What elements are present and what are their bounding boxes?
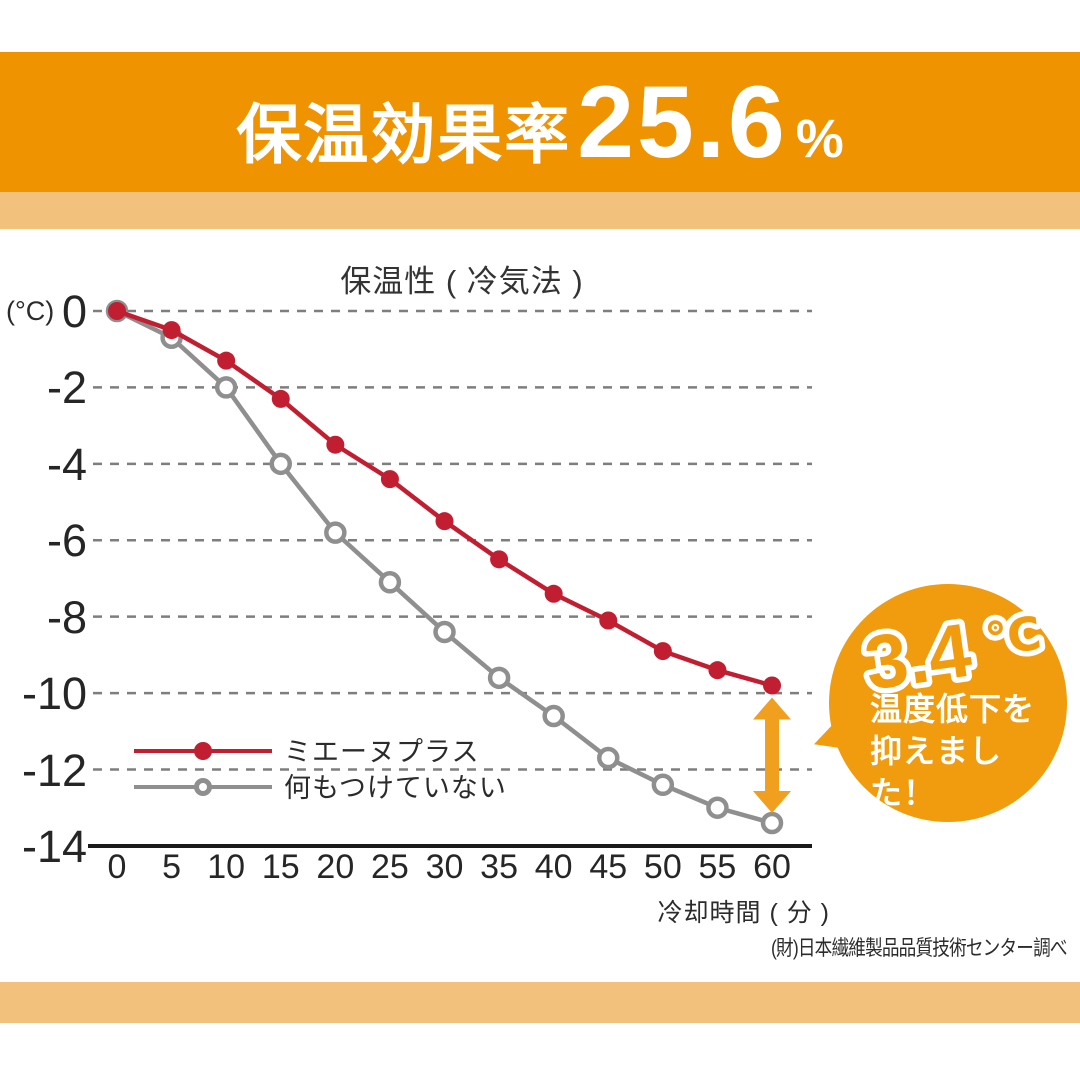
x-tick-label: 25 (371, 848, 409, 886)
x-tick-label: 35 (480, 848, 518, 886)
x-tick-label: 40 (534, 848, 573, 886)
callout-text: 温度低下を 抑えました！ (870, 688, 1067, 814)
data-point-open-circle (378, 571, 402, 594)
data-point-open-circle (542, 704, 565, 728)
x-axis-title: 冷却時間 ( 分 ) (657, 899, 830, 927)
data-point-open-circle (487, 666, 511, 690)
y-tick-label: -2 (46, 362, 87, 414)
data-point-filled-circle (490, 550, 509, 569)
y-tick-label: -8 (46, 591, 87, 643)
data-point-open-circle (597, 746, 620, 770)
chart-title: 保温性 ( 冷気法 ) (340, 264, 584, 299)
x-tick-label: 15 (261, 848, 300, 886)
page-title: 保温効果率 25.6 % (236, 71, 844, 173)
y-tick-label: -10 (21, 668, 87, 720)
data-point-open-circle (706, 796, 729, 819)
x-tick-label: 55 (698, 848, 737, 886)
footer-accent-stripe (0, 982, 1080, 1023)
y-tick-label: -4 (46, 438, 87, 490)
y-axis-unit-label: (°C) (6, 296, 55, 326)
x-tick-label: 10 (207, 848, 246, 886)
x-tick-label: 20 (316, 848, 355, 886)
x-tick-label: 30 (425, 848, 464, 886)
callout-value: 3.4 (860, 608, 976, 707)
source-note: (財)日本繊維製品品質技術センター調べ (771, 937, 1068, 960)
y-tick-label: -12 (21, 744, 87, 796)
data-point-open-circle (324, 521, 347, 544)
y-tick-label: 0 (61, 286, 87, 337)
x-tick-label: 50 (643, 848, 682, 886)
data-point-open-circle (269, 452, 293, 476)
header-title-prefix: 保温効果率 (236, 98, 572, 171)
callout-bubble: 3.4 ℃ 温度低下を 抑えました！ (829, 584, 1067, 822)
header-title-value: 25.6 (577, 65, 788, 179)
legend-label-nothing: 何もつけていない (284, 773, 507, 803)
data-point-filled-circle (599, 611, 618, 630)
header-accent-stripe (0, 192, 1080, 229)
data-point-open-circle (651, 773, 675, 797)
callout-value-graphic: 3.4 ℃ (854, 601, 1049, 712)
x-tick-label: 5 (162, 848, 182, 886)
data-point-open-circle (214, 376, 238, 399)
x-tick-label: 60 (753, 848, 791, 886)
data-point-filled-circle (380, 470, 399, 489)
difference-arrow (753, 697, 792, 814)
x-tick-label: 0 (107, 848, 127, 886)
data-point-open-circle (760, 811, 784, 835)
y-tick-label: -6 (46, 515, 87, 567)
data-point-filled-circle (763, 676, 782, 695)
x-tick-label: 45 (589, 848, 628, 886)
data-point-filled-circle (326, 435, 345, 454)
data-point-filled-circle (217, 351, 236, 370)
header-title-unit: % (795, 109, 844, 169)
data-point-open-circle (433, 620, 456, 644)
callout-unit: ℃ (982, 607, 1044, 666)
data-point-filled-circle (271, 389, 290, 408)
header-band: 保温効果率 25.6 % (0, 52, 1080, 192)
data-point-filled-circle (108, 302, 126, 320)
data-point-filled-circle (544, 584, 563, 603)
callout-line1: 温度低下を (870, 691, 1036, 727)
legend-marker-filled-circle (194, 742, 212, 760)
legend-marker-open-circle (194, 778, 212, 796)
data-point-filled-circle (162, 321, 181, 340)
callout-line2: 抑えました！ (870, 733, 1003, 811)
data-point-filled-circle (653, 642, 672, 661)
data-point-filled-circle (708, 661, 727, 680)
data-point-filled-circle (435, 512, 454, 531)
legend-label-mieenu: ミエーヌプラス (284, 737, 480, 767)
y-tick-label: -14 (21, 820, 87, 872)
